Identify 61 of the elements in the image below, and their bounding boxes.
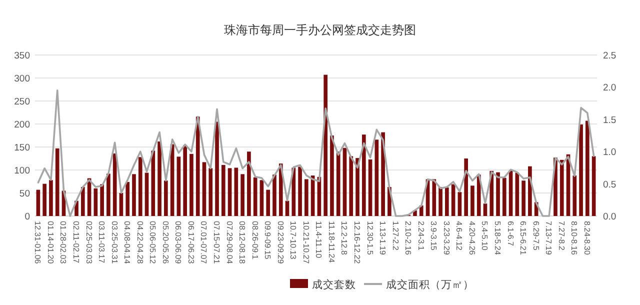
x-tick-label: 05.06-05.12: [148, 221, 158, 264]
x-tick-label: 3.9-3.15: [429, 221, 438, 251]
x-tick-label: 06.17-06.23: [186, 221, 196, 264]
x-tick-label: 7.27-8.2: [556, 221, 566, 251]
x-tick-label: 09.9-09.15: [263, 221, 272, 260]
y2-tick-label: 2.5: [603, 50, 616, 62]
x-tick-label: 1.13-1.19: [378, 221, 388, 256]
y2-tick-label: 0.5: [603, 179, 616, 190]
y2-tick-label: 1.0: [603, 147, 616, 158]
legend-label: 成交套数: [312, 278, 356, 291]
y2-tick-label: 2.0: [603, 82, 616, 94]
x-tick-label: 06.03-06.09: [174, 221, 183, 264]
x-tick-label: 01.14-01.20: [46, 221, 55, 264]
x-tick-label: 3.23-3.29: [442, 221, 451, 256]
x-tick-label: 12.31-01.06: [33, 221, 42, 264]
x-tick-label: 12.30-1.5: [365, 221, 374, 256]
x-tick-label: 8.24-8.30: [582, 221, 592, 256]
y-tick-label: 150: [14, 142, 30, 154]
y2-tick-label: 1.5: [603, 114, 616, 126]
x-tick-label: 1.27-2.2: [390, 221, 400, 251]
x-tick-label: 4.20-4.26: [467, 221, 476, 256]
x-tick-label: 04.22-04.28: [135, 221, 144, 264]
x-tick-label: 09.23-09.29: [276, 221, 285, 264]
x-tick-label: 6.29-7.5: [531, 221, 540, 251]
x-tick-label: 6.15-6.21: [518, 221, 528, 256]
x-tick-label: 02.25-03.03: [84, 221, 94, 264]
y-tick-label: 50: [19, 188, 30, 200]
y2-tick-label: 0.0: [603, 212, 616, 222]
x-tick-label: 04.08-04.14: [122, 221, 132, 264]
y-tick-label: 300: [14, 74, 30, 84]
y-tick-label: 350: [14, 50, 30, 62]
y-tick-label: 100: [14, 166, 30, 176]
x-tick-label: 10.21-10.27: [301, 221, 310, 264]
x-tick-label: 12.16-12.22: [352, 221, 362, 264]
x-tick-label: 05.20-05.26: [160, 221, 170, 264]
y-tick-label: 200: [14, 120, 30, 130]
x-tick-label: 4.6-4.12: [454, 221, 464, 251]
x-tick-label: 8.10-8.16: [570, 221, 579, 256]
x-tick-label: 2.10-2.16: [404, 221, 413, 256]
x-tick-label: 02.11-02.17: [72, 221, 81, 264]
x-tick-label: 11.18-11.24: [326, 221, 336, 264]
x-tick-label: 10.7-10.13: [288, 221, 298, 260]
x-tick-label: 07.15-07.21: [212, 221, 222, 264]
x-tick-label: 2.24-3.1: [416, 221, 426, 251]
x-tick-label: 12.2-12.8: [340, 221, 349, 256]
y-tick-label: 0: [24, 212, 30, 222]
x-tick-label: 03.25-03.31: [110, 221, 119, 264]
x-tick-label: 6.1-6.7: [506, 221, 515, 246]
y-tick-label: 250: [14, 96, 30, 108]
x-tick-label: 5.18-5.24: [493, 221, 502, 256]
x-tick-label: 07.29-08.04: [224, 221, 234, 264]
legend-label: 成交面积（万㎡）: [386, 278, 474, 291]
x-tick-label: 7.13-7.19: [544, 221, 554, 256]
x-tick-label: 07.01-07.07: [199, 221, 208, 264]
x-tick-label: 03.11-03.17: [97, 221, 106, 264]
x-tick-label: 08.12-08.18: [238, 221, 247, 264]
chart-title: 珠海市每周一手办公网签成交走势图: [224, 23, 416, 37]
x-tick-label: 01.28-02.03: [58, 221, 68, 264]
x-tick-label: 11.4-11.10: [314, 221, 324, 259]
x-tick-label: 5.4-5.10: [480, 221, 490, 251]
x-tick-label: 08.26-09.1: [250, 221, 260, 260]
